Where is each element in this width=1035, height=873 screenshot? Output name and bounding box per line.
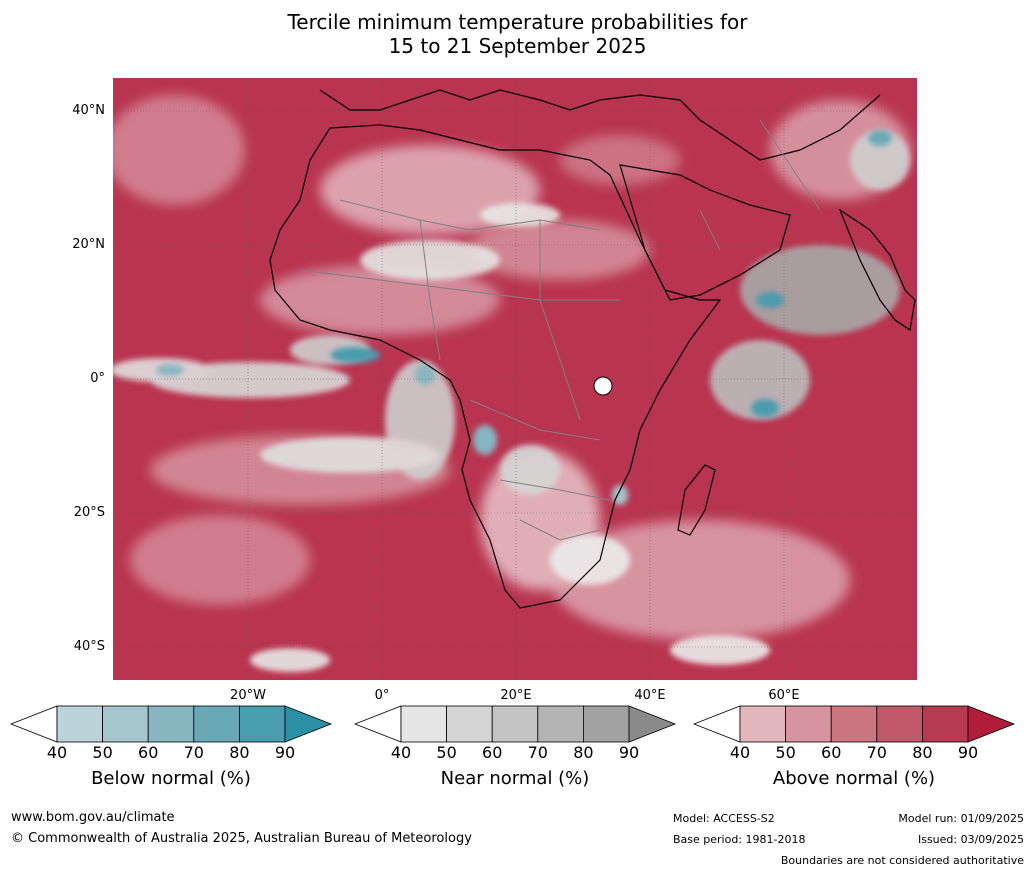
colorbar-above-tick: 60 bbox=[821, 743, 842, 762]
colorbars bbox=[9, 705, 1016, 743]
europe-outline bbox=[319, 89, 881, 161]
lat-label-40s: 40°S bbox=[73, 639, 105, 654]
colorbar-below-segment-4 bbox=[193, 705, 240, 743]
title-line-2: 15 to 21 September 2025 bbox=[388, 34, 647, 58]
graticule bbox=[113, 78, 917, 680]
colorbar-above-segment-1 bbox=[739, 705, 786, 743]
colorbar-above-title: Above normal (%) bbox=[772, 768, 936, 789]
colorbar-below-tick: 40 bbox=[46, 743, 68, 762]
colorbar-below-tick: 80 bbox=[229, 743, 250, 762]
india-outline bbox=[838, 208, 916, 332]
colorbar-above-extend-high bbox=[967, 705, 1016, 743]
colorbar-below-segment-3 bbox=[147, 705, 195, 743]
colorbar-above-tick: 70 bbox=[866, 743, 887, 762]
colorbar-near-tick: 50 bbox=[436, 743, 457, 762]
lon-label-60e: 60°E bbox=[768, 688, 800, 703]
colorbar-below-segment-5 bbox=[238, 705, 286, 743]
lon-label-40e: 40°E bbox=[634, 688, 666, 703]
colorbar-near-segment-5 bbox=[583, 705, 630, 743]
disclaimer-text: Boundaries are not considered authoritat… bbox=[780, 854, 1024, 867]
colorbar-near-segment-3 bbox=[491, 705, 539, 743]
colorbar-above-tick: 80 bbox=[912, 743, 933, 762]
colorbar-near-segment-4 bbox=[537, 705, 584, 743]
colorbar-below-segment-2 bbox=[102, 705, 149, 743]
colorbar-below-segment-1 bbox=[56, 705, 103, 743]
colorbar-near-tick: 70 bbox=[527, 743, 548, 762]
colorbar-above-segment-4 bbox=[876, 705, 923, 743]
website-link[interactable]: www.bom.gov.au/climate bbox=[11, 810, 175, 825]
chart-title: Tercile minimum temperature probabilitie… bbox=[0, 10, 1035, 58]
colorbar-above-segment-2 bbox=[785, 705, 832, 743]
lon-label-20e: 20°E bbox=[500, 688, 532, 703]
colorbar-above-tick: 90 bbox=[957, 743, 979, 762]
colorbar-near-tick: 60 bbox=[482, 743, 503, 762]
colorbar-below-tick: 90 bbox=[274, 743, 296, 762]
lon-label-20w: 20°W bbox=[230, 688, 266, 703]
colorbar-below-title: Below normal (%) bbox=[91, 768, 251, 789]
colorbar-below-tick: 50 bbox=[92, 743, 113, 762]
model-text: Model: ACCESS-S2 bbox=[673, 812, 775, 825]
colorbar-near-tick: 80 bbox=[573, 743, 594, 762]
colorbar-near-extend-low bbox=[353, 705, 402, 743]
model-run-text: Model run: 01/09/2025 bbox=[898, 812, 1024, 825]
colorbar-below-extend-low bbox=[9, 705, 58, 743]
colorbar-below-tick: 70 bbox=[183, 743, 204, 762]
colorbar-near-title: Near normal (%) bbox=[440, 768, 590, 789]
near-normal-zones bbox=[113, 130, 910, 672]
issued-text: Issued: 03/09/2025 bbox=[917, 833, 1024, 846]
colorbar-above-segment-3 bbox=[830, 705, 878, 743]
lake-victoria bbox=[593, 376, 613, 396]
base-period-text: Base period: 1981-2018 bbox=[673, 833, 806, 846]
colorbar-above-tick: 50 bbox=[775, 743, 796, 762]
arabia-outline bbox=[619, 164, 791, 301]
colorbar-near-segment-2 bbox=[446, 705, 493, 743]
lat-label-40n: 40°N bbox=[72, 103, 105, 118]
colorbar-above-extend-low bbox=[692, 705, 741, 743]
colorbar-below-extend-high bbox=[284, 705, 333, 743]
colorbar-below-tick: 60 bbox=[138, 743, 159, 762]
lat-label-20n: 20°N bbox=[72, 237, 105, 252]
colorbar-above-segment-5 bbox=[922, 705, 969, 743]
madagascar-outline bbox=[677, 464, 716, 536]
copyright-text: © Commonwealth of Australia 2025, Austra… bbox=[11, 831, 472, 846]
title-line-1: Tercile minimum temperature probabilitie… bbox=[287, 10, 748, 34]
lat-label-0: 0° bbox=[90, 371, 105, 386]
colorbar-near-tick: 90 bbox=[618, 743, 640, 762]
country-borders bbox=[299, 119, 821, 541]
africa-outline bbox=[269, 124, 722, 609]
lat-label-20s: 20°S bbox=[73, 505, 105, 520]
colorbar-above-tick: 40 bbox=[729, 743, 751, 762]
lon-label-0: 0° bbox=[374, 688, 390, 703]
colorbar-near-segment-1 bbox=[400, 705, 447, 743]
colorbar-near-extend-high bbox=[628, 705, 677, 743]
below-normal-zones bbox=[156, 130, 892, 505]
colorbar-near-tick: 40 bbox=[390, 743, 412, 762]
